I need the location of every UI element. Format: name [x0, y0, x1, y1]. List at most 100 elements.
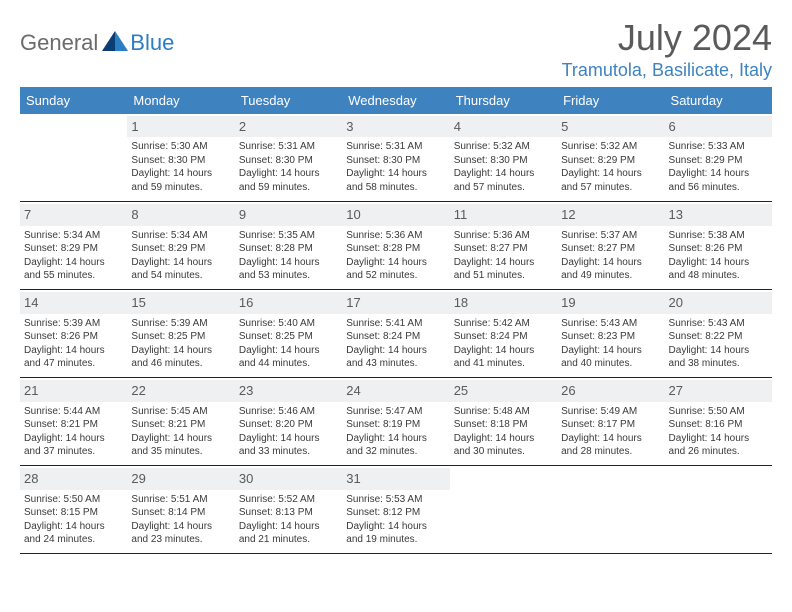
- calendar-day-cell: 6Sunrise: 5:33 AMSunset: 8:29 PMDaylight…: [665, 114, 772, 202]
- day-number: 12: [557, 204, 664, 226]
- day-info-line: Sunrise: 5:50 AM: [669, 405, 768, 419]
- day-number: 27: [665, 380, 772, 402]
- day-number: [20, 116, 127, 138]
- day-info-line: Sunset: 8:25 PM: [131, 330, 230, 344]
- day-info: Sunrise: 5:38 AMSunset: 8:26 PMDaylight:…: [669, 229, 768, 283]
- title-block: July 2024 Tramutola, Basilicate, Italy: [562, 18, 772, 81]
- day-info-line: Sunrise: 5:34 AM: [131, 229, 230, 243]
- calendar-day-cell: [20, 114, 127, 202]
- day-info-line: Sunrise: 5:33 AM: [669, 140, 768, 154]
- day-number: 20: [665, 292, 772, 314]
- day-info-line: Daylight: 14 hours and 21 minutes.: [239, 520, 338, 547]
- weekday-header: Thursday: [450, 87, 557, 114]
- day-info-line: Sunset: 8:20 PM: [239, 418, 338, 432]
- day-info-line: Sunset: 8:21 PM: [131, 418, 230, 432]
- day-info-line: Sunrise: 5:52 AM: [239, 493, 338, 507]
- day-info-line: Daylight: 14 hours and 53 minutes.: [239, 256, 338, 283]
- day-info: Sunrise: 5:49 AMSunset: 8:17 PMDaylight:…: [561, 405, 660, 459]
- calendar-day-cell: 30Sunrise: 5:52 AMSunset: 8:13 PMDayligh…: [235, 466, 342, 554]
- day-info-line: Sunset: 8:25 PM: [239, 330, 338, 344]
- day-info-line: Daylight: 14 hours and 28 minutes.: [561, 432, 660, 459]
- day-number: 14: [20, 292, 127, 314]
- day-info: Sunrise: 5:41 AMSunset: 8:24 PMDaylight:…: [346, 317, 445, 371]
- day-number: 19: [557, 292, 664, 314]
- day-info: Sunrise: 5:31 AMSunset: 8:30 PMDaylight:…: [346, 140, 445, 194]
- day-info-line: Daylight: 14 hours and 33 minutes.: [239, 432, 338, 459]
- day-number: 18: [450, 292, 557, 314]
- day-info-line: Sunrise: 5:31 AM: [239, 140, 338, 154]
- day-info-line: Daylight: 14 hours and 40 minutes.: [561, 344, 660, 371]
- day-info-line: Daylight: 14 hours and 43 minutes.: [346, 344, 445, 371]
- calendar-day-cell: 29Sunrise: 5:51 AMSunset: 8:14 PMDayligh…: [127, 466, 234, 554]
- calendar-day-cell: 20 Sunrise: 5:43 AMSunset: 8:22 PMDayligh…: [665, 290, 772, 378]
- day-info: Sunrise: 5:43 AMSunset: 8:22 PMDaylight:…: [669, 317, 768, 371]
- day-info-line: Sunset: 8:14 PM: [131, 506, 230, 520]
- day-info: Sunrise: 5:48 AMSunset: 8:18 PMDaylight:…: [454, 405, 553, 459]
- day-info-line: Daylight: 14 hours and 47 minutes.: [24, 344, 123, 371]
- calendar-day-cell: 15Sunrise: 5:39 AMSunset: 8:25 PMDayligh…: [127, 290, 234, 378]
- day-info: Sunrise: 5:39 AMSunset: 8:26 PMDaylight:…: [24, 317, 123, 371]
- weekday-header: Wednesday: [342, 87, 449, 114]
- calendar-day-cell: 21Sunrise: 5:44 AMSunset: 8:21 PMDayligh…: [20, 378, 127, 466]
- day-number: 11: [450, 204, 557, 226]
- day-info-line: Sunset: 8:24 PM: [454, 330, 553, 344]
- day-info-line: Sunset: 8:18 PM: [454, 418, 553, 432]
- logo-text-general: General: [20, 30, 98, 56]
- day-info-line: Sunrise: 5:37 AM: [561, 229, 660, 243]
- weekday-header-row: SundayMondayTuesdayWednesdayThursdayFrid…: [20, 87, 772, 114]
- day-info-line: Sunset: 8:30 PM: [239, 154, 338, 168]
- calendar-day-cell: [557, 466, 664, 554]
- calendar-day-cell: 7Sunrise: 5:34 AMSunset: 8:29 PMDaylight…: [20, 202, 127, 290]
- day-number: 9: [235, 204, 342, 226]
- day-info-line: Sunrise: 5:44 AM: [24, 405, 123, 419]
- calendar-day-cell: 5Sunrise: 5:32 AMSunset: 8:29 PMDaylight…: [557, 114, 664, 202]
- day-info: Sunrise: 5:30 AMSunset: 8:30 PMDaylight:…: [131, 140, 230, 194]
- day-info-line: Daylight: 14 hours and 48 minutes.: [669, 256, 768, 283]
- day-info-line: Sunset: 8:19 PM: [346, 418, 445, 432]
- day-number: 17: [342, 292, 449, 314]
- day-number: 21: [20, 380, 127, 402]
- day-info-line: Sunrise: 5:30 AM: [131, 140, 230, 154]
- day-info-line: Sunset: 8:17 PM: [561, 418, 660, 432]
- day-info-line: Sunrise: 5:43 AM: [669, 317, 768, 331]
- day-info-line: Daylight: 14 hours and 59 minutes.: [131, 167, 230, 194]
- day-info-line: Sunset: 8:30 PM: [131, 154, 230, 168]
- day-info: Sunrise: 5:32 AMSunset: 8:29 PMDaylight:…: [561, 140, 660, 194]
- day-number: 24: [342, 380, 449, 402]
- day-info-line: Sunrise: 5:36 AM: [454, 229, 553, 243]
- day-info-line: Daylight: 14 hours and 32 minutes.: [346, 432, 445, 459]
- calendar-day-cell: 27Sunrise: 5:50 AMSunset: 8:16 PMDayligh…: [665, 378, 772, 466]
- day-info: Sunrise: 5:46 AMSunset: 8:20 PMDaylight:…: [239, 405, 338, 459]
- calendar-week-row: 7Sunrise: 5:34 AMSunset: 8:29 PMDaylight…: [20, 202, 772, 290]
- day-info-line: Sunrise: 5:38 AM: [669, 229, 768, 243]
- day-info-line: Daylight: 14 hours and 35 minutes.: [131, 432, 230, 459]
- day-number: 26: [557, 380, 664, 402]
- day-info: Sunrise: 5:50 AMSunset: 8:15 PMDaylight:…: [24, 493, 123, 547]
- day-info: Sunrise: 5:35 AMSunset: 8:28 PMDaylight:…: [239, 229, 338, 283]
- calendar-week-row: 28Sunrise: 5:50 AMSunset: 8:15 PMDayligh…: [20, 466, 772, 554]
- day-info-line: Sunset: 8:12 PM: [346, 506, 445, 520]
- calendar-day-cell: 13Sunrise: 5:38 AMSunset: 8:26 PMDayligh…: [665, 202, 772, 290]
- day-number: 8: [127, 204, 234, 226]
- day-info-line: Sunset: 8:30 PM: [454, 154, 553, 168]
- day-info: Sunrise: 5:34 AMSunset: 8:29 PMDaylight:…: [24, 229, 123, 283]
- day-info-line: Sunset: 8:29 PM: [669, 154, 768, 168]
- day-info-line: Daylight: 14 hours and 59 minutes.: [239, 167, 338, 194]
- page-title: July 2024: [562, 18, 772, 58]
- day-number: 23: [235, 380, 342, 402]
- day-info-line: Daylight: 14 hours and 51 minutes.: [454, 256, 553, 283]
- calendar-day-cell: 23 Sunrise: 5:46 AMSunset: 8:20 PMDayligh…: [235, 378, 342, 466]
- day-info: Sunrise: 5:34 AMSunset: 8:29 PMDaylight:…: [131, 229, 230, 283]
- day-info-line: Sunset: 8:26 PM: [24, 330, 123, 344]
- calendar-day-cell: [665, 466, 772, 554]
- day-info-line: Daylight: 14 hours and 54 minutes.: [131, 256, 230, 283]
- weekday-header: Tuesday: [235, 87, 342, 114]
- calendar-day-cell: 12Sunrise: 5:37 AMSunset: 8:27 PMDayligh…: [557, 202, 664, 290]
- calendar-day-cell: 28Sunrise: 5:50 AMSunset: 8:15 PMDayligh…: [20, 466, 127, 554]
- day-number: 25: [450, 380, 557, 402]
- day-number: 29: [127, 468, 234, 490]
- day-info-line: Sunrise: 5:35 AM: [239, 229, 338, 243]
- calendar-day-cell: [450, 466, 557, 554]
- page-header: General Blue July 2024 Tramutola, Basili…: [20, 18, 772, 81]
- day-info: Sunrise: 5:52 AMSunset: 8:13 PMDaylight:…: [239, 493, 338, 547]
